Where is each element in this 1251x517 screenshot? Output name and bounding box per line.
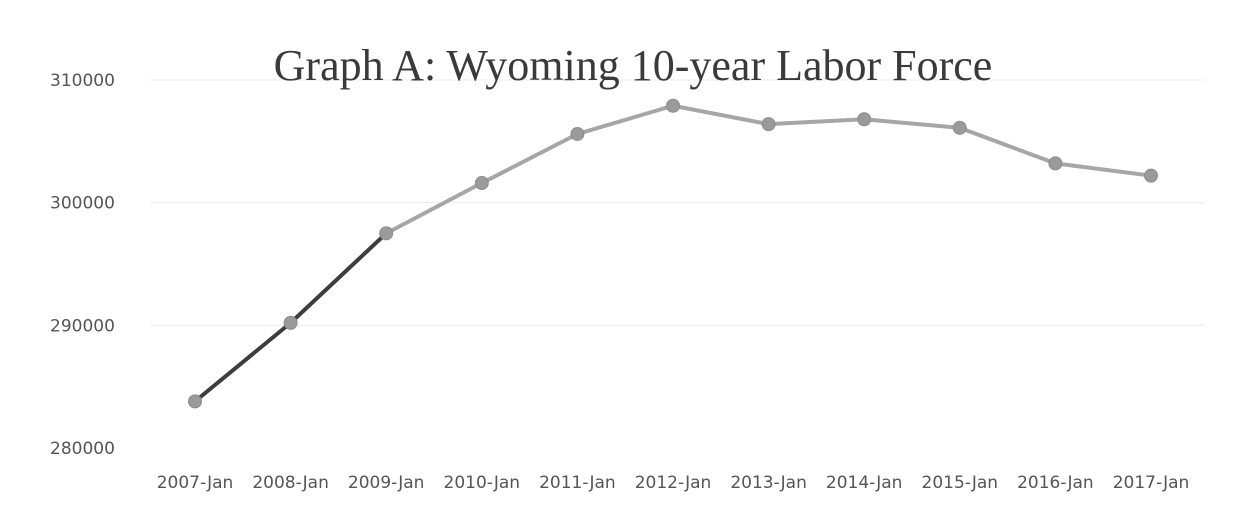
x-tick-label: 2015-Jan xyxy=(922,473,999,493)
series-line-segment xyxy=(862,117,962,130)
x-tick-label: 2016-Jan xyxy=(1017,473,1094,493)
x-tick-label: 2010-Jan xyxy=(444,473,521,493)
series-line-segment xyxy=(384,181,484,236)
series-line-segment xyxy=(575,103,675,136)
series-line-segment xyxy=(288,231,389,325)
data-point xyxy=(761,117,776,132)
gridlines xyxy=(150,79,1205,326)
x-tick-label: 2013-Jan xyxy=(730,473,807,493)
data-point xyxy=(1144,168,1158,183)
data-point xyxy=(283,315,298,330)
series-line-segment xyxy=(957,125,1058,166)
data-point xyxy=(474,176,489,191)
series-line-segment xyxy=(479,131,580,186)
series-labor-force xyxy=(193,103,1153,404)
y-tick-label: 300000 xyxy=(50,194,115,214)
series-line-segment xyxy=(193,320,293,404)
data-point xyxy=(1048,156,1063,171)
x-tick-label: 2014-Jan xyxy=(826,473,903,493)
x-tick-label: 2011-Jan xyxy=(539,473,616,493)
series-line-segment xyxy=(766,117,867,127)
data-points xyxy=(188,98,1158,409)
x-tick-label: 2008-Jan xyxy=(252,473,329,493)
y-tick-label: 280000 xyxy=(50,439,115,459)
data-point xyxy=(666,98,680,113)
chart-title: Graph A: Wyoming 10-year Labor Force xyxy=(274,41,993,90)
data-point xyxy=(188,394,202,409)
data-point xyxy=(570,126,585,141)
x-tick-label: 2017-Jan xyxy=(1113,473,1190,493)
data-point xyxy=(857,112,872,127)
x-tick-label: 2009-Jan xyxy=(348,473,425,493)
series-line-segment xyxy=(1053,161,1153,178)
data-point xyxy=(379,226,394,241)
y-tick-label: 310000 xyxy=(50,71,115,91)
y-axis: 280000 290000 300000 310000 xyxy=(50,71,115,459)
y-tick-label: 290000 xyxy=(50,316,115,336)
x-tick-label: 2012-Jan xyxy=(635,473,712,493)
data-point xyxy=(952,120,967,135)
x-axis: 2007-Jan 2008-Jan 2009-Jan 2010-Jan 2011-Jan… xyxy=(157,473,1190,493)
series-line-segment xyxy=(671,103,771,127)
x-tick-label: 2007-Jan xyxy=(157,473,234,493)
